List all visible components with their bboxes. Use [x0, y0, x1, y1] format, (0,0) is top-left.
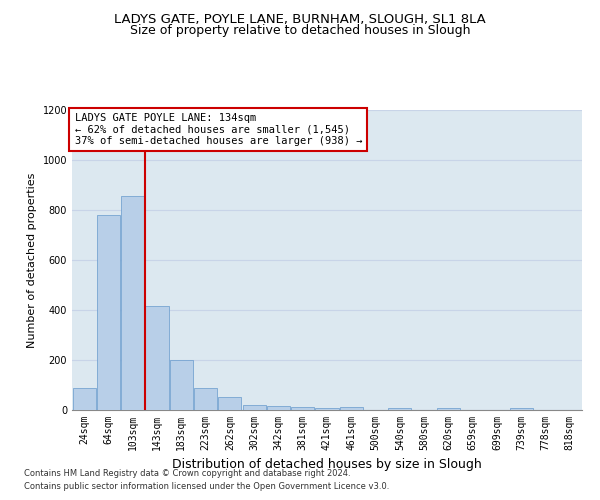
Text: Size of property relative to detached houses in Slough: Size of property relative to detached ho…	[130, 24, 470, 37]
Bar	[73, 388, 95, 410]
Bar	[145, 306, 169, 410]
Text: Contains public sector information licensed under the Open Government Licence v3: Contains public sector information licen…	[24, 482, 389, 491]
Text: LADYS GATE POYLE LANE: 134sqm
← 62% of detached houses are smaller (1,545)
37% o: LADYS GATE POYLE LANE: 134sqm ← 62% of d…	[74, 113, 362, 146]
Bar	[121, 196, 144, 410]
Bar	[340, 407, 363, 410]
Y-axis label: Number of detached properties: Number of detached properties	[27, 172, 37, 348]
Bar	[316, 408, 338, 410]
X-axis label: Distribution of detached houses by size in Slough: Distribution of detached houses by size …	[172, 458, 482, 471]
Bar	[437, 408, 460, 410]
Bar	[170, 360, 193, 410]
Bar	[97, 215, 120, 410]
Bar	[242, 404, 266, 410]
Bar	[218, 397, 241, 410]
Bar	[194, 388, 217, 410]
Text: LADYS GATE, POYLE LANE, BURNHAM, SLOUGH, SL1 8LA: LADYS GATE, POYLE LANE, BURNHAM, SLOUGH,…	[114, 12, 486, 26]
Bar	[388, 408, 412, 410]
Text: Contains HM Land Registry data © Crown copyright and database right 2024.: Contains HM Land Registry data © Crown c…	[24, 468, 350, 477]
Bar	[267, 406, 290, 410]
Bar	[291, 407, 314, 410]
Bar	[510, 408, 533, 410]
